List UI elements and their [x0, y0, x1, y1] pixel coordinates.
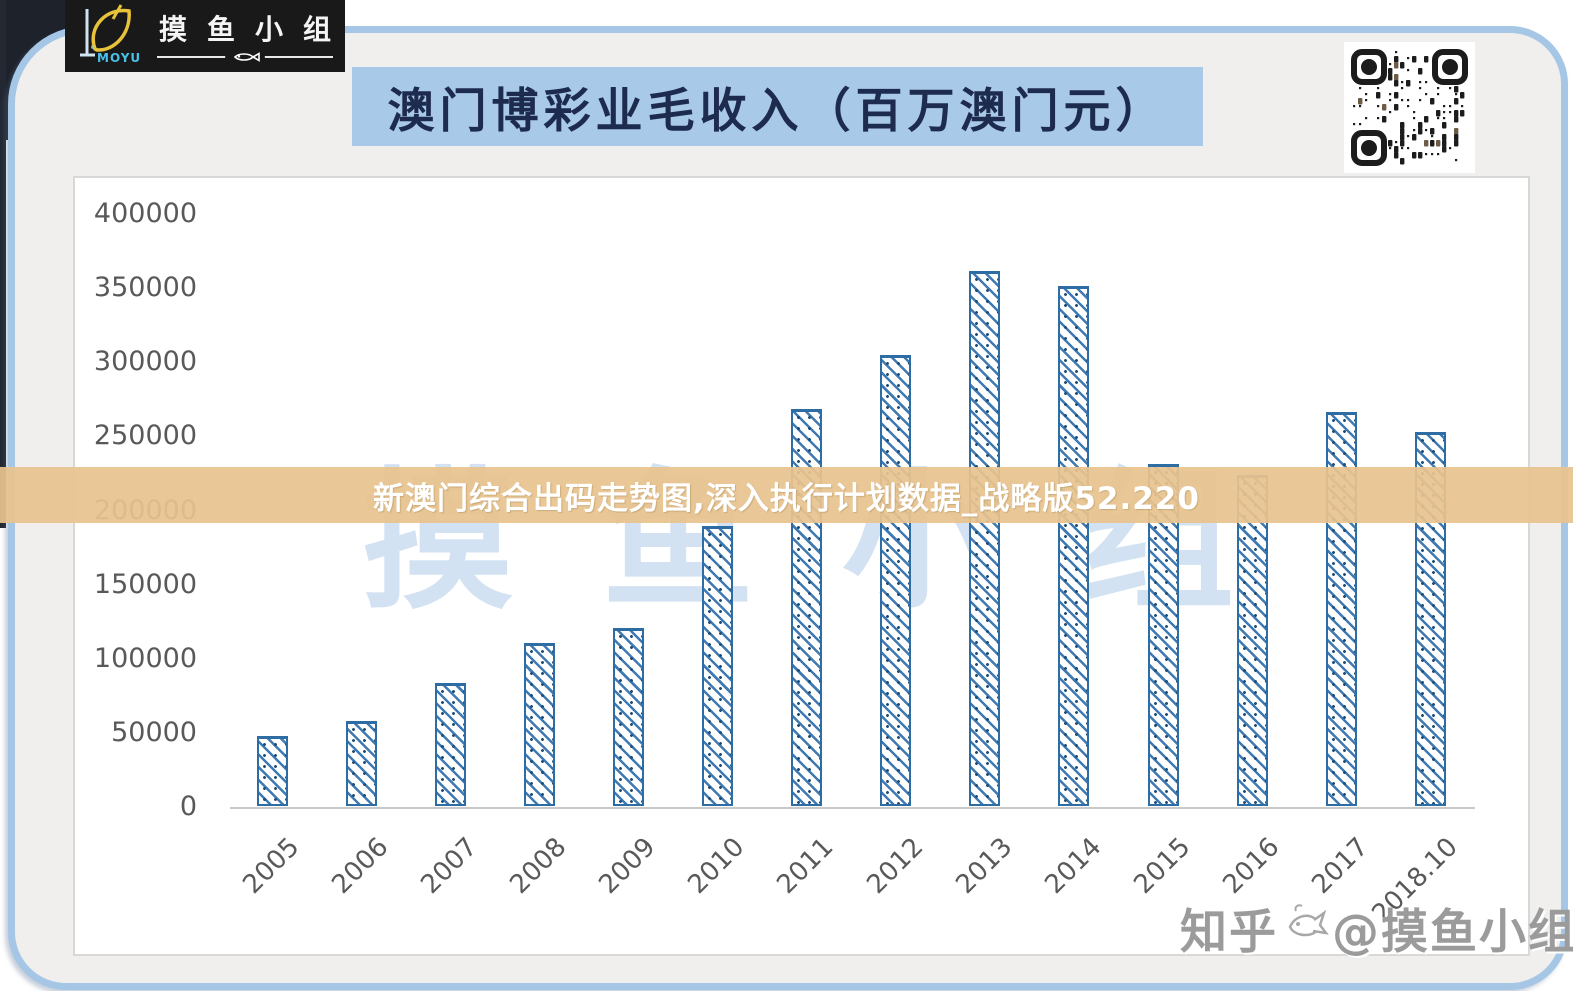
chart-panel: 0500001000001500002000002500003000003500…	[73, 176, 1530, 956]
chart-title: 澳门博彩业毛收入（百万澳门元）	[387, 84, 1168, 139]
y-tick-label: 250000	[93, 420, 197, 452]
zhihu-watermark: 知乎 @摸鱼小组	[1180, 893, 1573, 962]
y-tick-label: 0	[179, 791, 197, 822]
y-tick-label: 100000	[93, 642, 197, 674]
x-tick-label: 2016	[1217, 832, 1286, 901]
moyu-brand-text: MOYU	[97, 51, 142, 65]
small-fish-icon	[225, 50, 265, 64]
x-tick-label: 2007	[415, 832, 484, 901]
fish-doodle-icon	[1288, 903, 1329, 936]
overlay-banner: 新澳门综合出码走势图,深入执行计划数据_战略版52.220	[0, 467, 1573, 523]
x-tick-label: 2012	[860, 832, 929, 901]
x-tick-label: 2015	[1128, 832, 1197, 901]
x-tick-label: 2010	[682, 832, 751, 901]
moyu-group-name-wrap: 摸鱼小组	[139, 8, 351, 64]
x-tick-label: 2014	[1039, 832, 1108, 901]
x-axis-line	[230, 807, 1475, 809]
qr-code	[1344, 42, 1475, 173]
dark-left-edge-decor	[0, 0, 6, 528]
y-tick-label: 50000	[111, 716, 197, 748]
zhihu-watermark-prefix: 知乎	[1180, 905, 1278, 960]
moyu-fish-icon: MOYU	[73, 3, 142, 69]
x-tick-label: 2006	[326, 832, 395, 901]
x-tick-label: 2009	[593, 832, 662, 901]
chart-title-strip: 澳门博彩业毛收入（百万澳门元）	[352, 67, 1203, 146]
y-tick-label: 300000	[93, 346, 197, 378]
overlay-banner-text: 新澳门综合出码走势图,深入执行计划数据_战略版52.220	[373, 480, 1200, 517]
x-tick-label: 2013	[950, 832, 1019, 901]
x-tick-label: 2005	[237, 832, 306, 901]
logo-underline	[157, 50, 333, 64]
y-tick-label: 400000	[93, 198, 197, 229]
x-tick-label: 2011	[771, 832, 840, 901]
moyu-group-name: 摸鱼小组	[159, 13, 352, 46]
zhihu-watermark-handle: @摸鱼小组	[1332, 905, 1573, 960]
y-tick-label: 150000	[93, 568, 197, 600]
y-tick-label: 350000	[93, 272, 197, 304]
x-tick-label: 2008	[504, 832, 573, 901]
moyu-logo-badge: MOYU 摸鱼小组	[65, 0, 345, 72]
x-tick-label: 2017	[1306, 832, 1375, 901]
